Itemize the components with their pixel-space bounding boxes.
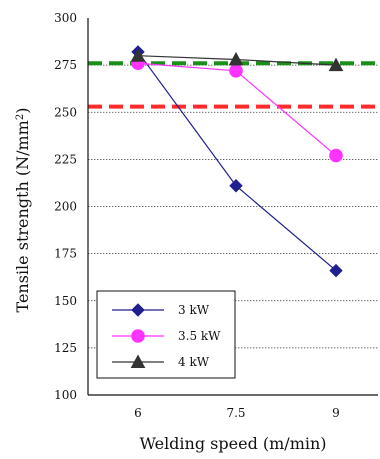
- legend-label-2: 4 kW: [178, 355, 210, 369]
- series-0-point-2: [329, 263, 343, 278]
- series-1-point-2: [329, 148, 343, 163]
- series-1-point-1: [229, 63, 243, 78]
- x-tick-label-0: 6: [134, 406, 142, 420]
- legend-box: [96, 290, 236, 379]
- y-axis-title-main: Tensile strength (N/mm: [13, 120, 32, 312]
- legend-marker-1: [131, 329, 145, 343]
- x-tick-label-1: 7.5: [226, 406, 245, 420]
- y-tick-label-5: 225: [54, 152, 77, 166]
- legend: 3 kW 3.5 kW 4 kW: [96, 290, 236, 379]
- y-tick-label-2: 150: [54, 294, 77, 308]
- legend-label-1: 3.5 kW: [178, 329, 221, 343]
- y-tick-label-6: 250: [54, 105, 77, 119]
- series-0: [131, 45, 343, 278]
- x-axis-title: Welding speed (m/min): [139, 434, 326, 453]
- y-tick-label-1: 125: [54, 341, 77, 355]
- series-2: [130, 48, 344, 72]
- series-1: [131, 56, 343, 163]
- axis-layer: 100 125 150 175 200 225 250 275 300 6 7.5 9: [54, 11, 378, 420]
- legend-label-0: 3 kW: [178, 303, 210, 317]
- y-tick-label-3: 175: [54, 247, 77, 261]
- y-axis-title-sup: 2: [15, 114, 26, 120]
- series-layer: [130, 45, 344, 278]
- legend-marker-0: [131, 303, 145, 317]
- y-tick-label-0: 100: [54, 388, 77, 402]
- series-line-0: [137, 51, 337, 272]
- y-axis-title-close: ): [13, 108, 32, 114]
- y-axis-title: Tensile strength (N/mm2): [13, 108, 32, 313]
- series-2-point-0: [130, 48, 146, 62]
- y-tick-label-8: 300: [54, 11, 77, 25]
- series-2-point-2: [328, 57, 344, 72]
- x-tick-label-2: 9: [332, 406, 340, 420]
- y-tick-label-4: 200: [54, 200, 77, 214]
- legend-marker-2: [130, 354, 146, 368]
- y-tick-label-7: 275: [54, 58, 77, 72]
- series-0-point-1: [229, 179, 243, 193]
- series-2-point-1: [228, 51, 244, 66]
